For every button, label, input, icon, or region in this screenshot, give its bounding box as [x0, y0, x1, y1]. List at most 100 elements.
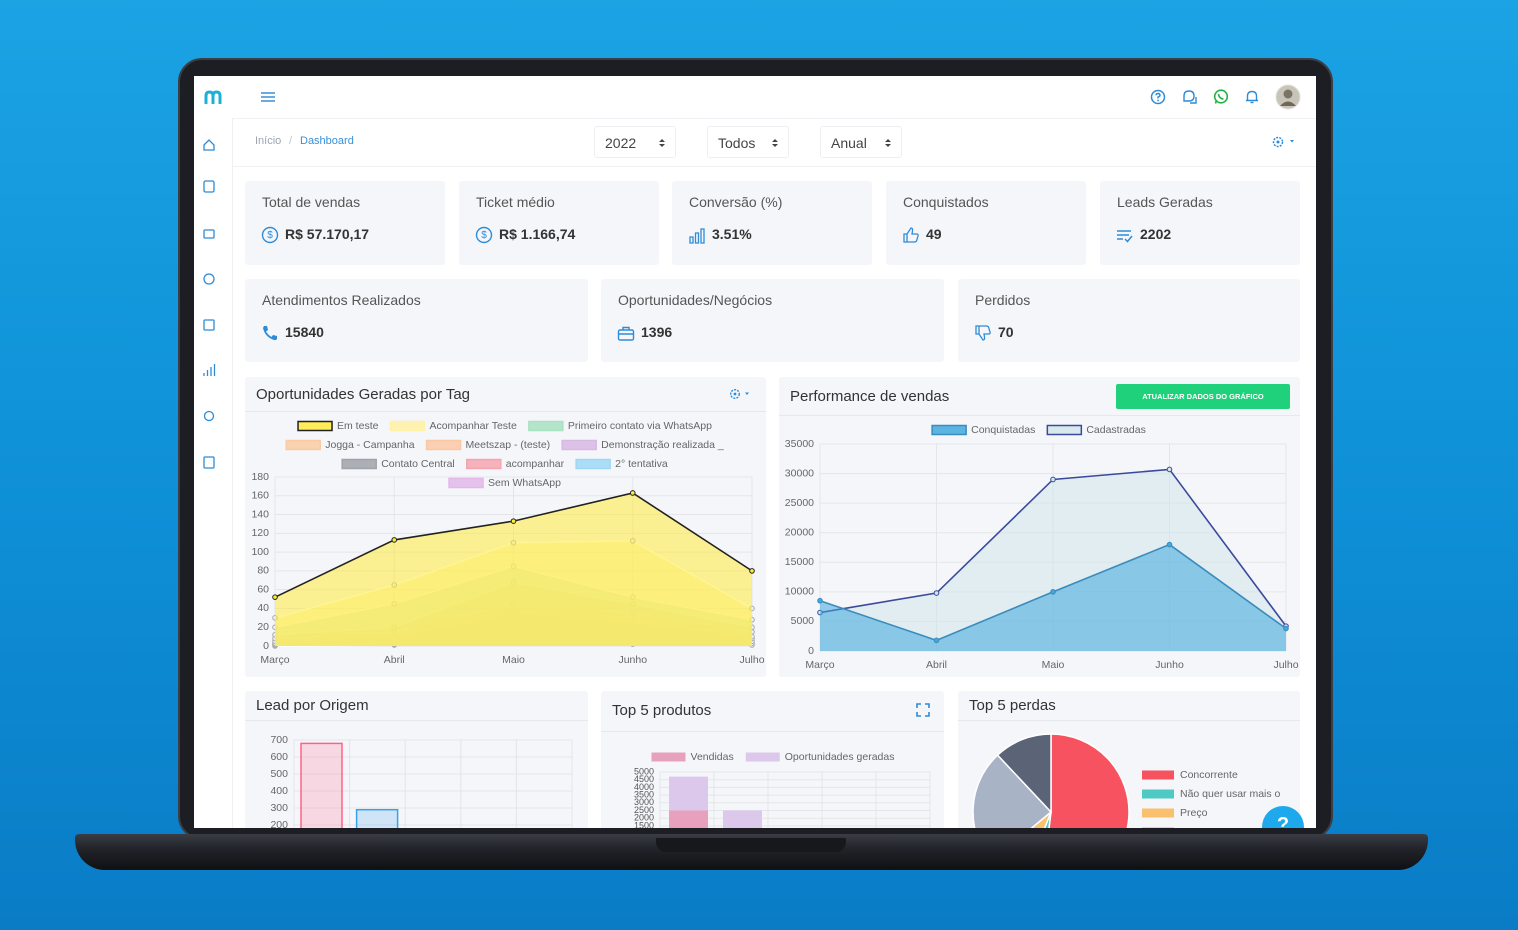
legend-swatch	[1142, 827, 1174, 828]
legend-label: Não quer usar mais o	[1180, 788, 1281, 800]
kpi-label: Total de vendas	[262, 194, 361, 210]
y-tick-label: 180	[251, 471, 269, 483]
kpi-value: 70	[998, 324, 1014, 340]
help-icon[interactable]	[1150, 89, 1166, 105]
legend-label: Concorrente	[1180, 769, 1238, 781]
period-select[interactable]: Anual	[820, 126, 902, 158]
legend-label: 2° tentativa	[615, 458, 668, 470]
scope-select[interactable]: Todos	[707, 126, 789, 158]
y-tick-label: 20000	[785, 526, 814, 538]
y-tick-label: 2500	[634, 805, 654, 815]
chart-card: Performance de vendas ATUALIZAR DADOS DO…	[779, 377, 1300, 677]
legend-swatch	[931, 424, 967, 436]
x-tick-label: Abril	[926, 659, 947, 671]
dashboard-settings[interactable]	[1271, 134, 1301, 150]
nav-chat[interactable]	[203, 273, 215, 285]
chat-icon[interactable]	[1182, 89, 1198, 105]
data-point	[1283, 625, 1289, 632]
select-caret	[772, 139, 778, 147]
year-select[interactable]: 2022	[594, 126, 676, 158]
y-tick-label: 120	[251, 527, 269, 539]
logo[interactable]	[204, 90, 222, 104]
select-value: 2022	[605, 135, 637, 151]
nav-reports[interactable]	[203, 364, 216, 376]
pie-slice	[1030, 811, 1052, 828]
series-area	[275, 492, 752, 646]
y-tick-label: 700	[270, 734, 288, 746]
kpi-card: Perdidos 70	[958, 279, 1300, 362]
y-tick-label: 25000	[785, 497, 814, 509]
kpi-card: Conversão (%) 3.51%	[672, 181, 872, 265]
data-point	[272, 594, 278, 600]
data-point	[1166, 541, 1173, 548]
card-header	[958, 691, 1300, 721]
bar	[300, 742, 343, 828]
kpi-icon: $	[475, 226, 493, 244]
x-tick-label: Maio	[502, 654, 525, 666]
whatsapp-icon[interactable]	[1213, 89, 1229, 105]
y-tick-label: 140	[251, 508, 269, 520]
y-tick-label: 80	[257, 565, 269, 577]
legend-swatch	[651, 752, 686, 762]
x-tick-label: Abril	[384, 654, 405, 666]
card-header	[245, 691, 588, 721]
nav-tasks[interactable]	[203, 319, 215, 331]
legend-label: Em teste	[337, 420, 379, 432]
nav-home[interactable]	[203, 139, 215, 151]
menu-toggle[interactable]	[260, 91, 276, 103]
help-button[interactable]: ?	[1262, 806, 1304, 828]
screen: Início / Dashboard 2022 Todos Anual Tota…	[194, 76, 1316, 828]
kpi-icon	[689, 228, 705, 244]
chart-title: Performance de vendas	[790, 388, 950, 405]
notifications-icon[interactable]	[1244, 89, 1260, 105]
x-tick-label: Maio	[1042, 659, 1065, 671]
legend-swatch	[297, 420, 333, 432]
legend-swatch	[389, 420, 426, 432]
legend-swatch	[341, 458, 377, 470]
y-tick-label: 60	[257, 583, 269, 595]
data-point	[933, 590, 940, 596]
svg-text:$: $	[481, 230, 487, 241]
y-tick-label: 4500	[634, 774, 654, 784]
breadcrumb-item[interactable]: Início	[255, 135, 282, 147]
y-tick-label: 15000	[785, 556, 814, 568]
y-tick-label: 20	[257, 621, 269, 633]
legend-swatch	[466, 458, 502, 470]
y-tick-label: 40	[257, 602, 269, 614]
pie-slice	[972, 754, 1053, 828]
legend-label: Primeiro contato via WhatsApp	[568, 420, 712, 432]
legend-label: Preço	[1180, 807, 1208, 819]
legend-label: Cadastradas	[1086, 424, 1146, 436]
select-caret	[885, 139, 891, 147]
y-tick-label: 160	[251, 490, 269, 502]
data-point	[1050, 589, 1056, 595]
legend-swatch	[1142, 770, 1174, 780]
y-tick-label: 0	[263, 640, 269, 652]
nav-settings[interactable]	[203, 410, 215, 422]
card-header	[245, 377, 766, 412]
legend-label: Meetszap - (teste)	[466, 439, 551, 451]
nav-calendar[interactable]	[203, 456, 215, 469]
kpi-icon	[1117, 230, 1133, 243]
chart: 0 5000 10000 15000 20000 25000 30000 35000 Março…	[785, 424, 1299, 671]
expand-button[interactable]	[916, 703, 930, 717]
breadcrumb-separator: /	[289, 135, 293, 147]
button-label: ATUALIZAR DADOS DO GRÁFICO	[1142, 392, 1264, 401]
y-tick-label: 5000	[791, 615, 815, 627]
chart-settings[interactable]	[729, 387, 757, 401]
y-tick-label: 500	[270, 768, 288, 780]
refresh-button[interactable]: ATUALIZAR DADOS DO GRÁFICO	[1116, 384, 1290, 409]
chart: 0100200300400500600700	[270, 734, 573, 828]
nav-contacts[interactable]	[203, 180, 215, 193]
data-point	[510, 518, 517, 524]
y-tick-label: 3500	[634, 789, 654, 799]
y-tick-label: 0	[808, 645, 814, 657]
y-tick-label: 35000	[785, 438, 814, 450]
legend-swatch	[745, 752, 780, 762]
user-avatar[interactable]	[1275, 84, 1301, 110]
kpi-card: Conquistados 49	[886, 181, 1086, 265]
nav-deals[interactable]	[203, 229, 215, 239]
select-caret	[659, 139, 665, 147]
y-tick-label: 4000	[634, 782, 654, 792]
y-tick-label: 100	[251, 546, 269, 558]
